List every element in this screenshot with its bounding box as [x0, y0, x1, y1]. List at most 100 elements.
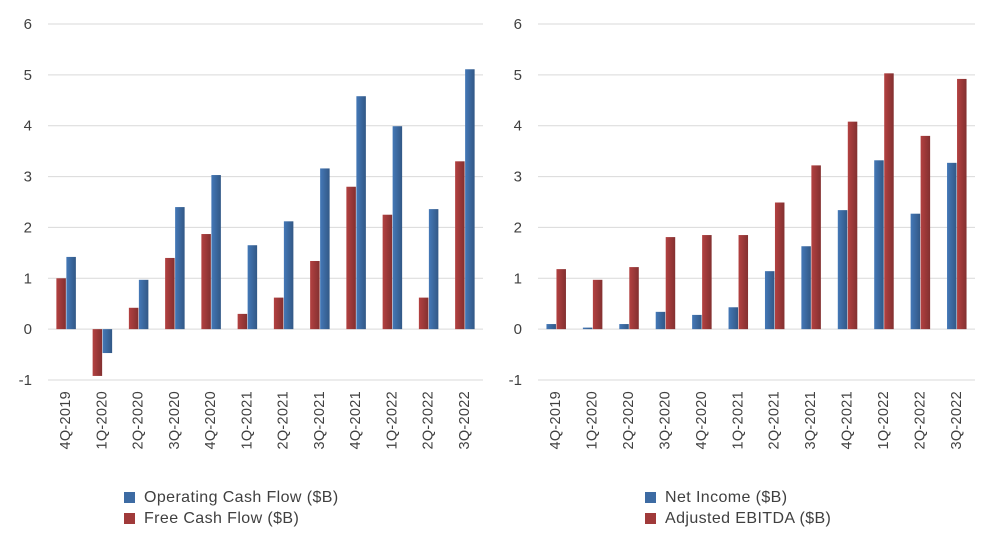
bar-adjusted-ebitda-1q-2021: [738, 235, 749, 330]
y-tick-label: 1: [514, 270, 522, 287]
bar-free-cash-flow-1q-2020: [92, 329, 103, 376]
x-tick-label: 2Q-2022: [912, 391, 928, 450]
bar-operating-cash-flow-3q-2022: [465, 69, 475, 330]
y-tick-label: 0: [514, 321, 522, 338]
bar-free-cash-flow-3q-2022: [455, 161, 465, 330]
x-tick-label: 4Q-2020: [203, 391, 219, 450]
bar-operating-cash-flow-4q-2019: [66, 256, 76, 330]
y-tick-label: -1: [509, 372, 522, 389]
bar-operating-cash-flow-1q-2020: [102, 329, 113, 354]
bar-adjusted-ebitda-4q-2019: [556, 269, 566, 330]
bar-net-income-2q-2020: [619, 324, 629, 330]
y-tick-label: 2: [24, 219, 32, 236]
bar-net-income-3q-2020: [655, 311, 666, 330]
y-tick-label: 1: [24, 270, 32, 287]
bar-free-cash-flow-2q-2020: [128, 307, 139, 330]
bar-net-income-4q-2020: [692, 314, 702, 330]
x-tick-label: 4Q-2021: [348, 391, 364, 450]
legend-swatch-net-income: [645, 492, 656, 503]
bar-operating-cash-flow-2q-2022: [428, 209, 439, 330]
legend-item: Operating Cash Flow ($B): [124, 487, 339, 508]
x-tick-label: 2Q-2021: [276, 391, 292, 450]
bar-free-cash-flow-1q-2022: [382, 214, 393, 330]
bar-free-cash-flow-1q-2021: [237, 313, 248, 330]
bar-adjusted-ebitda-1q-2022: [884, 73, 894, 330]
y-tick-label: 5: [514, 67, 522, 84]
y-tick-label: 3: [24, 169, 32, 186]
legend-swatch-operating-cash-flow: [124, 492, 135, 503]
y-tick-label: 6: [514, 16, 522, 33]
cash-flow-legend: Operating Cash Flow ($B) Free Cash Flow …: [124, 487, 339, 529]
legend-swatch-adjusted-ebitda: [645, 513, 656, 524]
x-tick-label: 4Q-2021: [840, 391, 856, 450]
bar-free-cash-flow-4q-2020: [201, 234, 211, 330]
bar-net-income-3q-2022: [947, 162, 957, 330]
bar-net-income-2q-2022: [910, 213, 921, 330]
legend-label-operating-cash-flow: Operating Cash Flow ($B): [144, 488, 339, 506]
bar-free-cash-flow-2q-2021: [273, 297, 284, 330]
bar-free-cash-flow-2q-2022: [418, 297, 429, 330]
bar-adjusted-ebitda-3q-2021: [811, 165, 821, 330]
x-tick-label: 3Q-2020: [167, 391, 183, 450]
x-tick-label: 1Q-2020: [585, 391, 601, 450]
y-tick-label: 2: [514, 219, 522, 236]
x-tick-label: 2Q-2020: [621, 391, 637, 450]
bar-free-cash-flow-3q-2021: [310, 260, 320, 330]
bar-net-income-1q-2021: [728, 307, 739, 330]
y-tick-label: 3: [514, 169, 522, 186]
income-ebitda-legend: Net Income ($B) Adjusted EBITDA ($B): [645, 487, 831, 529]
legend-label-free-cash-flow: Free Cash Flow ($B): [144, 509, 300, 527]
bar-operating-cash-flow-1q-2022: [392, 126, 403, 330]
bar-operating-cash-flow-2q-2020: [138, 279, 149, 330]
legend-item: Adjusted EBITDA ($B): [645, 508, 831, 529]
legend-item: Net Income ($B): [645, 487, 831, 508]
bar-adjusted-ebitda-4q-2020: [702, 235, 712, 330]
bar-adjusted-ebitda-4q-2021: [847, 121, 858, 330]
x-tick-label: 4Q-2019: [58, 391, 74, 450]
x-tick-label: 1Q-2021: [730, 391, 746, 450]
bar-free-cash-flow-3q-2020: [165, 257, 175, 330]
x-tick-label: 1Q-2021: [239, 391, 255, 450]
income-ebitda-chart: -1 0 1 2 3 4 5 6 4Q-2019 1Q-2020 2Q-2020 3Q-2020 4Q-…: [509, 16, 975, 450]
legend-swatch-free-cash-flow: [124, 513, 135, 524]
bar-net-income-4q-2021: [837, 210, 848, 330]
x-tick-label: 3Q-2021: [312, 391, 328, 450]
x-tick-label: 3Q-2021: [803, 391, 819, 450]
bar-net-income-2q-2021: [764, 271, 775, 330]
x-tick-label: 4Q-2019: [548, 391, 564, 450]
cash-flow-chart: -1 0 1 2 3 4 5 6 4Q-2019 1Q-2020 2Q-2020 3Q-2020 4Q-…: [19, 16, 483, 450]
bar-adjusted-ebitda-3q-2022: [957, 78, 967, 330]
x-tick-label: 2Q-2021: [767, 391, 783, 450]
x-tick-label: 3Q-2020: [657, 391, 673, 450]
y-tick-label: 6: [24, 16, 32, 33]
bar-free-cash-flow-4q-2019: [56, 278, 66, 330]
bar-net-income-3q-2021: [801, 246, 811, 330]
bar-adjusted-ebitda-1q-2020: [592, 279, 603, 330]
bar-operating-cash-flow-4q-2021: [356, 96, 366, 330]
y-tick-label: -1: [19, 372, 32, 389]
bar-operating-cash-flow-2q-2021: [283, 221, 294, 330]
legend-label-adjusted-ebitda: Adjusted EBITDA ($B): [665, 509, 832, 527]
y-tick-label: 0: [24, 321, 32, 338]
x-tick-label: 3Q-2022: [949, 391, 965, 450]
bar-adjusted-ebitda-2q-2021: [774, 202, 785, 330]
x-tick-label: 1Q-2022: [384, 391, 400, 450]
bar-operating-cash-flow-3q-2020: [175, 207, 185, 330]
x-tick-label: 1Q-2020: [94, 391, 110, 450]
x-tick-label: 2Q-2022: [421, 391, 437, 450]
bar-operating-cash-flow-3q-2021: [320, 168, 330, 330]
bar-net-income-1q-2020: [582, 327, 593, 330]
bar-operating-cash-flow-1q-2021: [247, 245, 258, 330]
legend-item: Free Cash Flow ($B): [124, 508, 339, 529]
x-tick-label: 2Q-2020: [131, 391, 147, 450]
legend-label-net-income: Net Income ($B): [665, 488, 788, 506]
bar-net-income-4q-2019: [546, 324, 556, 330]
y-tick-label: 4: [514, 118, 522, 135]
x-tick-label: 3Q-2022: [457, 391, 473, 450]
bar-adjusted-ebitda-3q-2020: [665, 237, 676, 330]
bar-adjusted-ebitda-2q-2020: [629, 267, 639, 330]
x-tick-label: 4Q-2020: [694, 391, 710, 450]
bar-net-income-1q-2022: [874, 160, 884, 330]
x-tick-label: 1Q-2022: [876, 391, 892, 450]
